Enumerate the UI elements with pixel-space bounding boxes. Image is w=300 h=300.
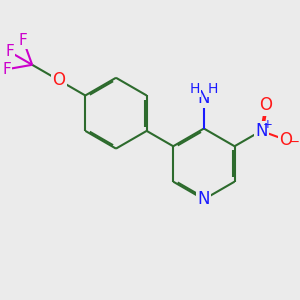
Text: H: H (190, 82, 200, 96)
Text: +: + (262, 118, 272, 131)
Text: H: H (208, 82, 218, 96)
Text: O: O (259, 96, 272, 114)
Text: O: O (279, 131, 292, 149)
Text: N: N (255, 122, 267, 140)
Text: F: F (2, 62, 11, 77)
Text: −: − (288, 136, 300, 149)
Text: F: F (5, 44, 14, 59)
Text: N: N (198, 89, 210, 107)
Text: O: O (52, 71, 65, 89)
Text: F: F (19, 33, 28, 48)
Text: N: N (198, 190, 210, 208)
